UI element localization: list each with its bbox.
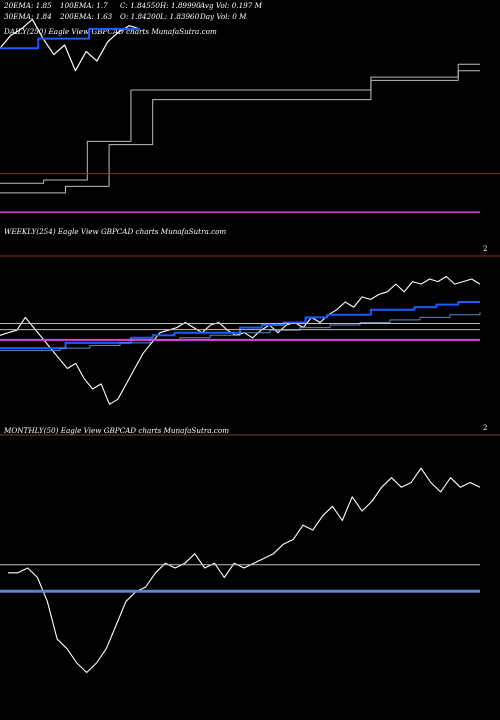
series-ema-blue-line <box>0 301 480 350</box>
weekly-edge-label: 2 <box>483 245 487 253</box>
header-ema30: 30EMA: 1.84 <box>4 12 52 21</box>
header-open: O: 1.84200 <box>120 12 161 21</box>
daily-panel-title: DAILY(250) Eagle View GBPCAD charts Muna… <box>3 27 217 36</box>
header-close: C: 1.84550 <box>120 1 160 10</box>
monthly-panel-title: MONTHLY(50) Eagle View GBPCAD charts Mun… <box>3 426 229 435</box>
weekly-plot <box>0 275 481 405</box>
header-high: H: 1.89990 <box>159 1 201 10</box>
header-avg-vol: Avg Vol: 0.197 M <box>199 1 263 10</box>
header-ema200: 200EMA: 1.63 <box>59 12 113 21</box>
series-price-line <box>0 18 141 72</box>
series-ema-step-line <box>0 27 140 50</box>
weekly-panel-title: WEEKLY(254) Eagle View GBPCAD charts Mun… <box>4 227 226 236</box>
series-upper-step-line <box>0 63 480 184</box>
header-low: L: 1.83960 <box>159 12 200 21</box>
header-day-vol: Day Vol: 0 M <box>199 12 247 21</box>
monthly-edge-label: 2 <box>483 424 487 432</box>
header-ema100: 100EMA: 1.7 <box>60 1 108 10</box>
series-price-line <box>8 467 481 674</box>
series-lower-step-line <box>0 70 480 194</box>
monthly-plot <box>0 467 481 674</box>
series-ema-pale-line <box>0 312 481 352</box>
daily-plot <box>0 18 500 213</box>
header-legend: 20EMA: 1.85 100EMA: 1.7 C: 1.84550 H: 1.… <box>3 1 263 21</box>
header-ema20: 20EMA: 1.85 <box>3 1 52 10</box>
